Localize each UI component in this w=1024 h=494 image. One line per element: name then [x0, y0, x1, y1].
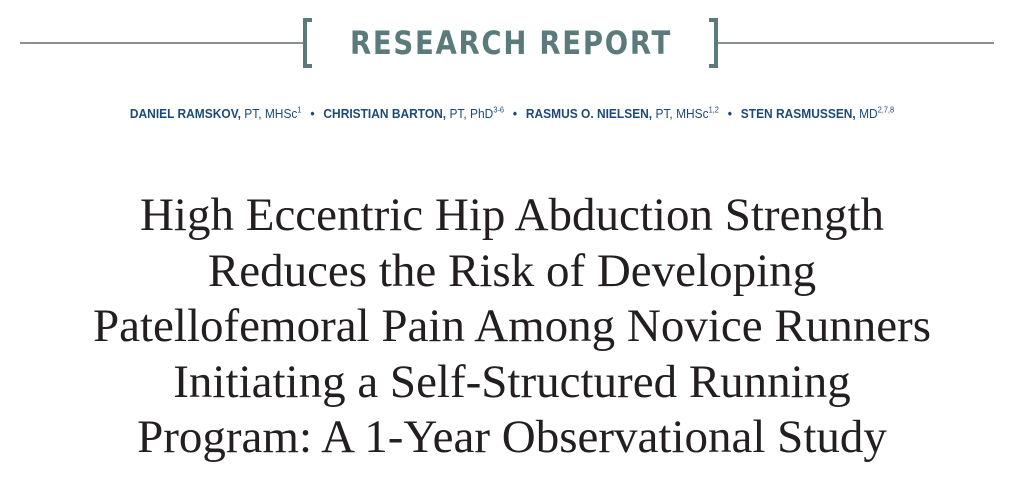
author-list: DANIEL RAMSKOV, PT, MHSc1 • CHRISTIAN BA…	[41, 106, 983, 121]
author: DANIEL RAMSKOV, PT, MHSc1	[129, 106, 302, 122]
title-line: High Eccentric Hip Abduction Strength	[139, 189, 884, 241]
author-separator: •	[310, 106, 315, 122]
header-rule-right	[718, 42, 994, 44]
title-line: Patellofemoral Pain Among Novice Runners	[92, 300, 931, 352]
author: RASMUS O. NIELSEN, PT, MHSc1,2	[525, 106, 719, 122]
author-separator: •	[512, 106, 518, 122]
left-bracket	[303, 18, 312, 68]
paper-title: High Eccentric Hip Abduction Strength Re…	[0, 188, 1024, 466]
title-line: Program: A 1-Year Observational Study	[137, 411, 887, 463]
author: STEN RASMUSSEN, MD2,7,8	[740, 106, 895, 122]
header-rule-left	[20, 42, 303, 44]
author-separator: •	[727, 106, 732, 122]
title-line: Initiating a Self-Structured Running	[173, 355, 851, 408]
section-header: RESEARCH REPORT	[0, 14, 1024, 72]
author: CHRISTIAN BARTON, PT, PhD3-6	[323, 106, 504, 122]
section-label: RESEARCH REPORT	[350, 24, 672, 62]
right-bracket	[709, 18, 718, 68]
title-line: Reduces the Risk of Developing	[207, 244, 817, 297]
